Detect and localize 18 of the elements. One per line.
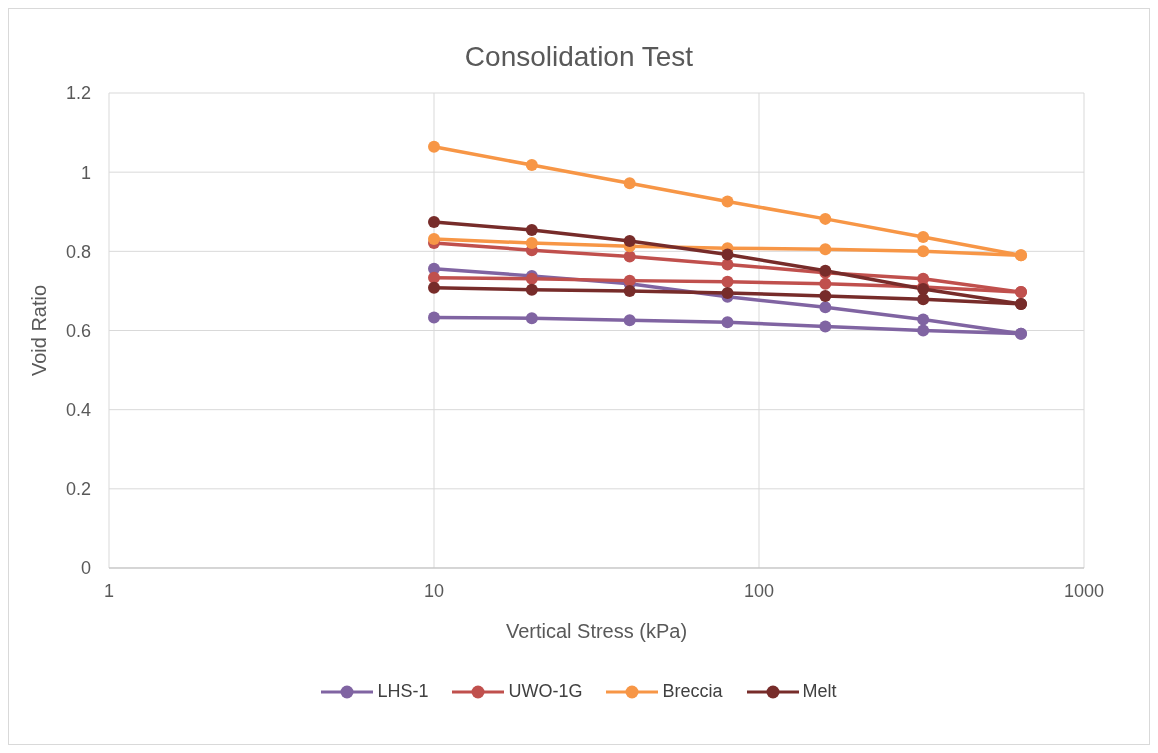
x-tick-label: 1 (103, 580, 115, 601)
y-tick-label: 0 (80, 558, 91, 579)
y-tick-label: 1.2 (65, 83, 91, 104)
y-tick-label: 0.8 (65, 241, 91, 262)
chart-title: Consolidation Test (463, 41, 695, 73)
legend-label: Melt (802, 681, 837, 702)
y-tick-label: 0.2 (65, 479, 91, 500)
x-axis-title: Vertical Stress (kPa) (505, 620, 688, 642)
x-tick-label: 1000 (1063, 580, 1105, 601)
legend-label: LHS-1 (377, 681, 429, 702)
y-tick-label: 1 (80, 162, 91, 183)
legend-label: Breccia (662, 681, 723, 702)
x-tick-label: 100 (743, 580, 775, 601)
y-tick-label: 0.4 (65, 400, 91, 421)
legend-label: UWO-1G (508, 681, 583, 702)
x-tick-label: 10 (423, 580, 445, 601)
y-axis-title: Void Ratio (28, 284, 51, 377)
y-tick-label: 0.6 (65, 320, 91, 341)
